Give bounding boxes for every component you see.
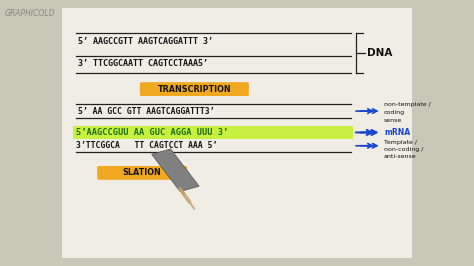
Text: 3’TTCGGCA   TT CAGTCCT AAA 5’: 3’TTCGGCA TT CAGTCCT AAA 5’ (76, 141, 217, 150)
Text: DNA: DNA (367, 48, 393, 58)
FancyBboxPatch shape (97, 166, 187, 180)
Text: SLATION: SLATION (123, 168, 162, 177)
Text: Template /: Template / (384, 140, 417, 145)
Text: non-coding /: non-coding / (384, 147, 423, 152)
Text: TRANSCRIPTION: TRANSCRIPTION (157, 85, 231, 94)
FancyBboxPatch shape (73, 126, 353, 139)
FancyBboxPatch shape (140, 82, 249, 96)
Text: non-template /: non-template / (384, 102, 431, 107)
Text: 3’ TTCGGCAATT CAGTCCTAAA5’: 3’ TTCGGCAATT CAGTCCTAAA5’ (78, 59, 208, 68)
Text: 5’ AA GCC GTT AAGTCAGGATTT3’: 5’ AA GCC GTT AAGTCAGGATTT3’ (78, 107, 215, 115)
FancyBboxPatch shape (62, 8, 412, 258)
Text: mRNA: mRNA (384, 128, 410, 137)
Text: 5’AAGCCGUU AA GUC AGGA UUU 3’: 5’AAGCCGUU AA GUC AGGA UUU 3’ (76, 128, 228, 137)
Text: anti-sense: anti-sense (384, 154, 417, 159)
Text: coding: coding (384, 110, 405, 115)
Polygon shape (152, 149, 199, 192)
Text: 5’ AAGCCGTT AAGTCAGGATTT 3’: 5’ AAGCCGTT AAGTCAGGATTT 3’ (78, 37, 213, 46)
Text: GRAPHICOLD: GRAPHICOLD (5, 9, 55, 18)
Text: sense: sense (384, 118, 402, 123)
